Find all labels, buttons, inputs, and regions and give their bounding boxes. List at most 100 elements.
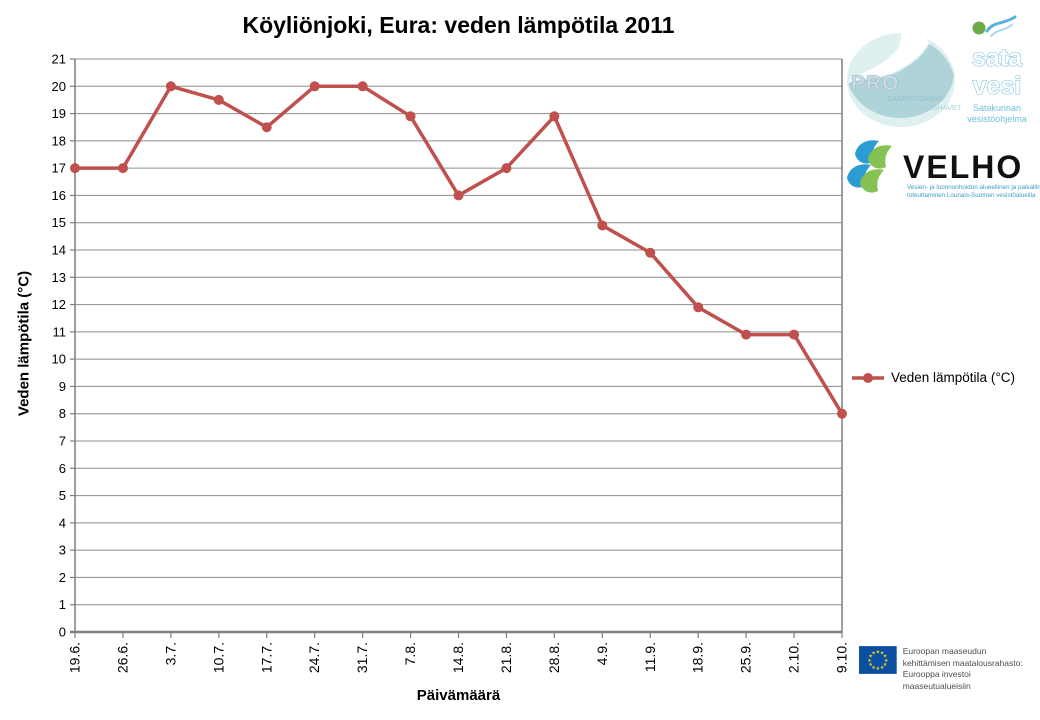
eu-funding-line1: Euroopan maaseudun bbox=[902, 646, 987, 656]
y-tick-label: 10 bbox=[52, 352, 66, 367]
data-point bbox=[261, 122, 272, 133]
legend: Veden lämpötila (°C) bbox=[852, 370, 1015, 385]
y-tick-label: 17 bbox=[52, 161, 66, 176]
data-point bbox=[213, 94, 224, 105]
satavesi-subtitle1: Satakunnan bbox=[973, 103, 1021, 113]
eu-funding-line2: kehittämisen maatalousrahasto: bbox=[902, 657, 1023, 668]
y-tick-label: 4 bbox=[59, 515, 66, 530]
data-point bbox=[837, 408, 847, 419]
eu-star-icon: ★ bbox=[884, 658, 889, 664]
satavesi-word2: vesi bbox=[973, 72, 1022, 100]
x-tick-label: 17.7. bbox=[258, 642, 274, 673]
x-tick-label: 19.6. bbox=[67, 642, 83, 673]
velho-subtitle2: toteuttaminen Lounais-Suomen vesistöalue… bbox=[907, 192, 1036, 199]
y-tick-label: 15 bbox=[52, 215, 66, 230]
velho-subtitle1: Vesien- ja luonnonhoidon alueellinen ja … bbox=[907, 184, 1040, 191]
y-tick-label: 0 bbox=[59, 625, 66, 640]
y-axis-title: Veden lämpötila (°C) bbox=[15, 270, 33, 417]
satavesi-wave2-icon bbox=[990, 24, 1013, 37]
y-tick-label: 7 bbox=[59, 434, 66, 449]
legend-line-marker-icon bbox=[852, 372, 884, 383]
y-tick-label: 19 bbox=[52, 106, 66, 121]
y-tick-label: 1 bbox=[59, 597, 66, 612]
satavesi-wave-icon bbox=[985, 15, 1017, 33]
y-tick-label: 13 bbox=[52, 270, 66, 285]
eu-star-icon: ★ bbox=[880, 650, 885, 656]
x-tick-label: 25.9. bbox=[738, 642, 754, 673]
y-tick-label: 12 bbox=[52, 297, 66, 312]
velho-logo: VELHO Vesien- ja luonnonhoidon alueellin… bbox=[847, 140, 1040, 199]
eu-star-icon: ★ bbox=[880, 665, 885, 671]
data-point bbox=[405, 111, 416, 122]
legend-marker bbox=[863, 372, 873, 383]
x-tick-label: 18.9. bbox=[690, 642, 706, 673]
data-point bbox=[309, 81, 320, 92]
eu-star-icon: ★ bbox=[867, 658, 872, 664]
chart-title: Köyliönjoki, Eura: veden lämpötila 2011 bbox=[242, 12, 675, 38]
data-point bbox=[117, 163, 128, 174]
y-tick-label: 9 bbox=[59, 379, 66, 394]
y-tick-label: 8 bbox=[59, 406, 66, 421]
eu-star-icon: ★ bbox=[876, 649, 881, 655]
data-point bbox=[501, 163, 512, 174]
x-tick-label: 28.8. bbox=[546, 642, 562, 673]
eu-funding-text: Euroopan maaseudun kehittämisen maatalou… bbox=[903, 646, 1040, 692]
x-tick-label: 9.10. bbox=[834, 642, 850, 673]
data-point bbox=[453, 190, 464, 201]
satavesi-logo: sata vesi Satakunnan vesistöohjelma bbox=[967, 15, 1027, 124]
x-tick-label: 4.9. bbox=[594, 642, 610, 665]
y-tick-label: 21 bbox=[52, 52, 66, 67]
data-point bbox=[741, 329, 752, 340]
y-tick-label: 14 bbox=[52, 243, 66, 258]
eu-star-icon: ★ bbox=[868, 662, 873, 668]
x-tick-label: 24.7. bbox=[306, 642, 322, 673]
x-tick-label: 11.9. bbox=[642, 642, 658, 672]
pro-saaristomeri-logo: PRO SAARISTOMERI SKÄRGÅRDSHAVET bbox=[847, 32, 961, 127]
data-point bbox=[165, 81, 176, 92]
x-tick-label: 31.7. bbox=[354, 642, 370, 673]
eu-star-icon: ★ bbox=[871, 665, 876, 671]
x-axis-title: Päivämäärä bbox=[416, 687, 501, 704]
pro-logo-subtitle2: SKÄRGÅRDSHAVET bbox=[890, 103, 961, 112]
eu-funding-line3: Eurooppa investoi maaseutualueisiin bbox=[902, 669, 971, 691]
eu-funding-banner: ★ ★ ★ ★ ★ ★ ★ ★ ★ ★ ★ ★ Euroopan maaseudun kehittäm… bbox=[859, 646, 1040, 692]
x-tick-label: 7.8. bbox=[402, 642, 418, 665]
satavesi-dot-icon bbox=[972, 21, 986, 35]
velho-title: VELHO bbox=[903, 149, 1023, 185]
pro-logo-title: PRO bbox=[851, 72, 900, 95]
x-tick-label: 2.10. bbox=[786, 642, 802, 673]
y-tick-label: 6 bbox=[59, 461, 66, 476]
pro-logo-wave-crest bbox=[848, 32, 929, 83]
data-point bbox=[693, 302, 704, 313]
y-tick-label: 11 bbox=[53, 324, 67, 339]
eu-star-icon: ★ bbox=[868, 654, 873, 660]
data-point bbox=[645, 247, 656, 258]
data-point bbox=[70, 163, 80, 174]
satavesi-subtitle2: vesistöohjelma bbox=[967, 114, 1027, 124]
eu-star-icon: ★ bbox=[883, 654, 888, 660]
velho-waves-icon bbox=[847, 140, 892, 193]
data-point bbox=[597, 220, 608, 231]
x-tick-label: 10.7. bbox=[210, 642, 226, 673]
y-tick-label: 18 bbox=[52, 133, 66, 148]
x-tick-label: 3.7. bbox=[162, 642, 178, 665]
data-point bbox=[357, 81, 368, 92]
y-tick-label: 20 bbox=[52, 79, 66, 94]
eu-star-icon: ★ bbox=[883, 662, 888, 668]
x-tick-label: 26.6. bbox=[114, 642, 130, 673]
pro-logo-subtitle1: SAARISTOMERI bbox=[887, 94, 944, 103]
legend-label: Veden lämpötila (°C) bbox=[891, 370, 1015, 385]
satavesi-word1: sata bbox=[972, 44, 1023, 72]
y-tick-label: 2 bbox=[59, 570, 66, 585]
eu-star-icon: ★ bbox=[871, 650, 876, 656]
eu-flag-icon: ★ ★★★★★★★★★★★ bbox=[859, 646, 897, 674]
data-point bbox=[549, 111, 560, 122]
x-tick-label: 14.8. bbox=[450, 642, 466, 673]
eu-star-icon: ★ bbox=[876, 666, 881, 672]
y-tick-label: 16 bbox=[52, 188, 66, 203]
y-tick-label: 3 bbox=[59, 543, 66, 558]
pro-logo-wave-body bbox=[848, 44, 954, 118]
y-tick-label: 5 bbox=[59, 488, 66, 503]
x-tick-label: 21.8. bbox=[498, 642, 514, 673]
